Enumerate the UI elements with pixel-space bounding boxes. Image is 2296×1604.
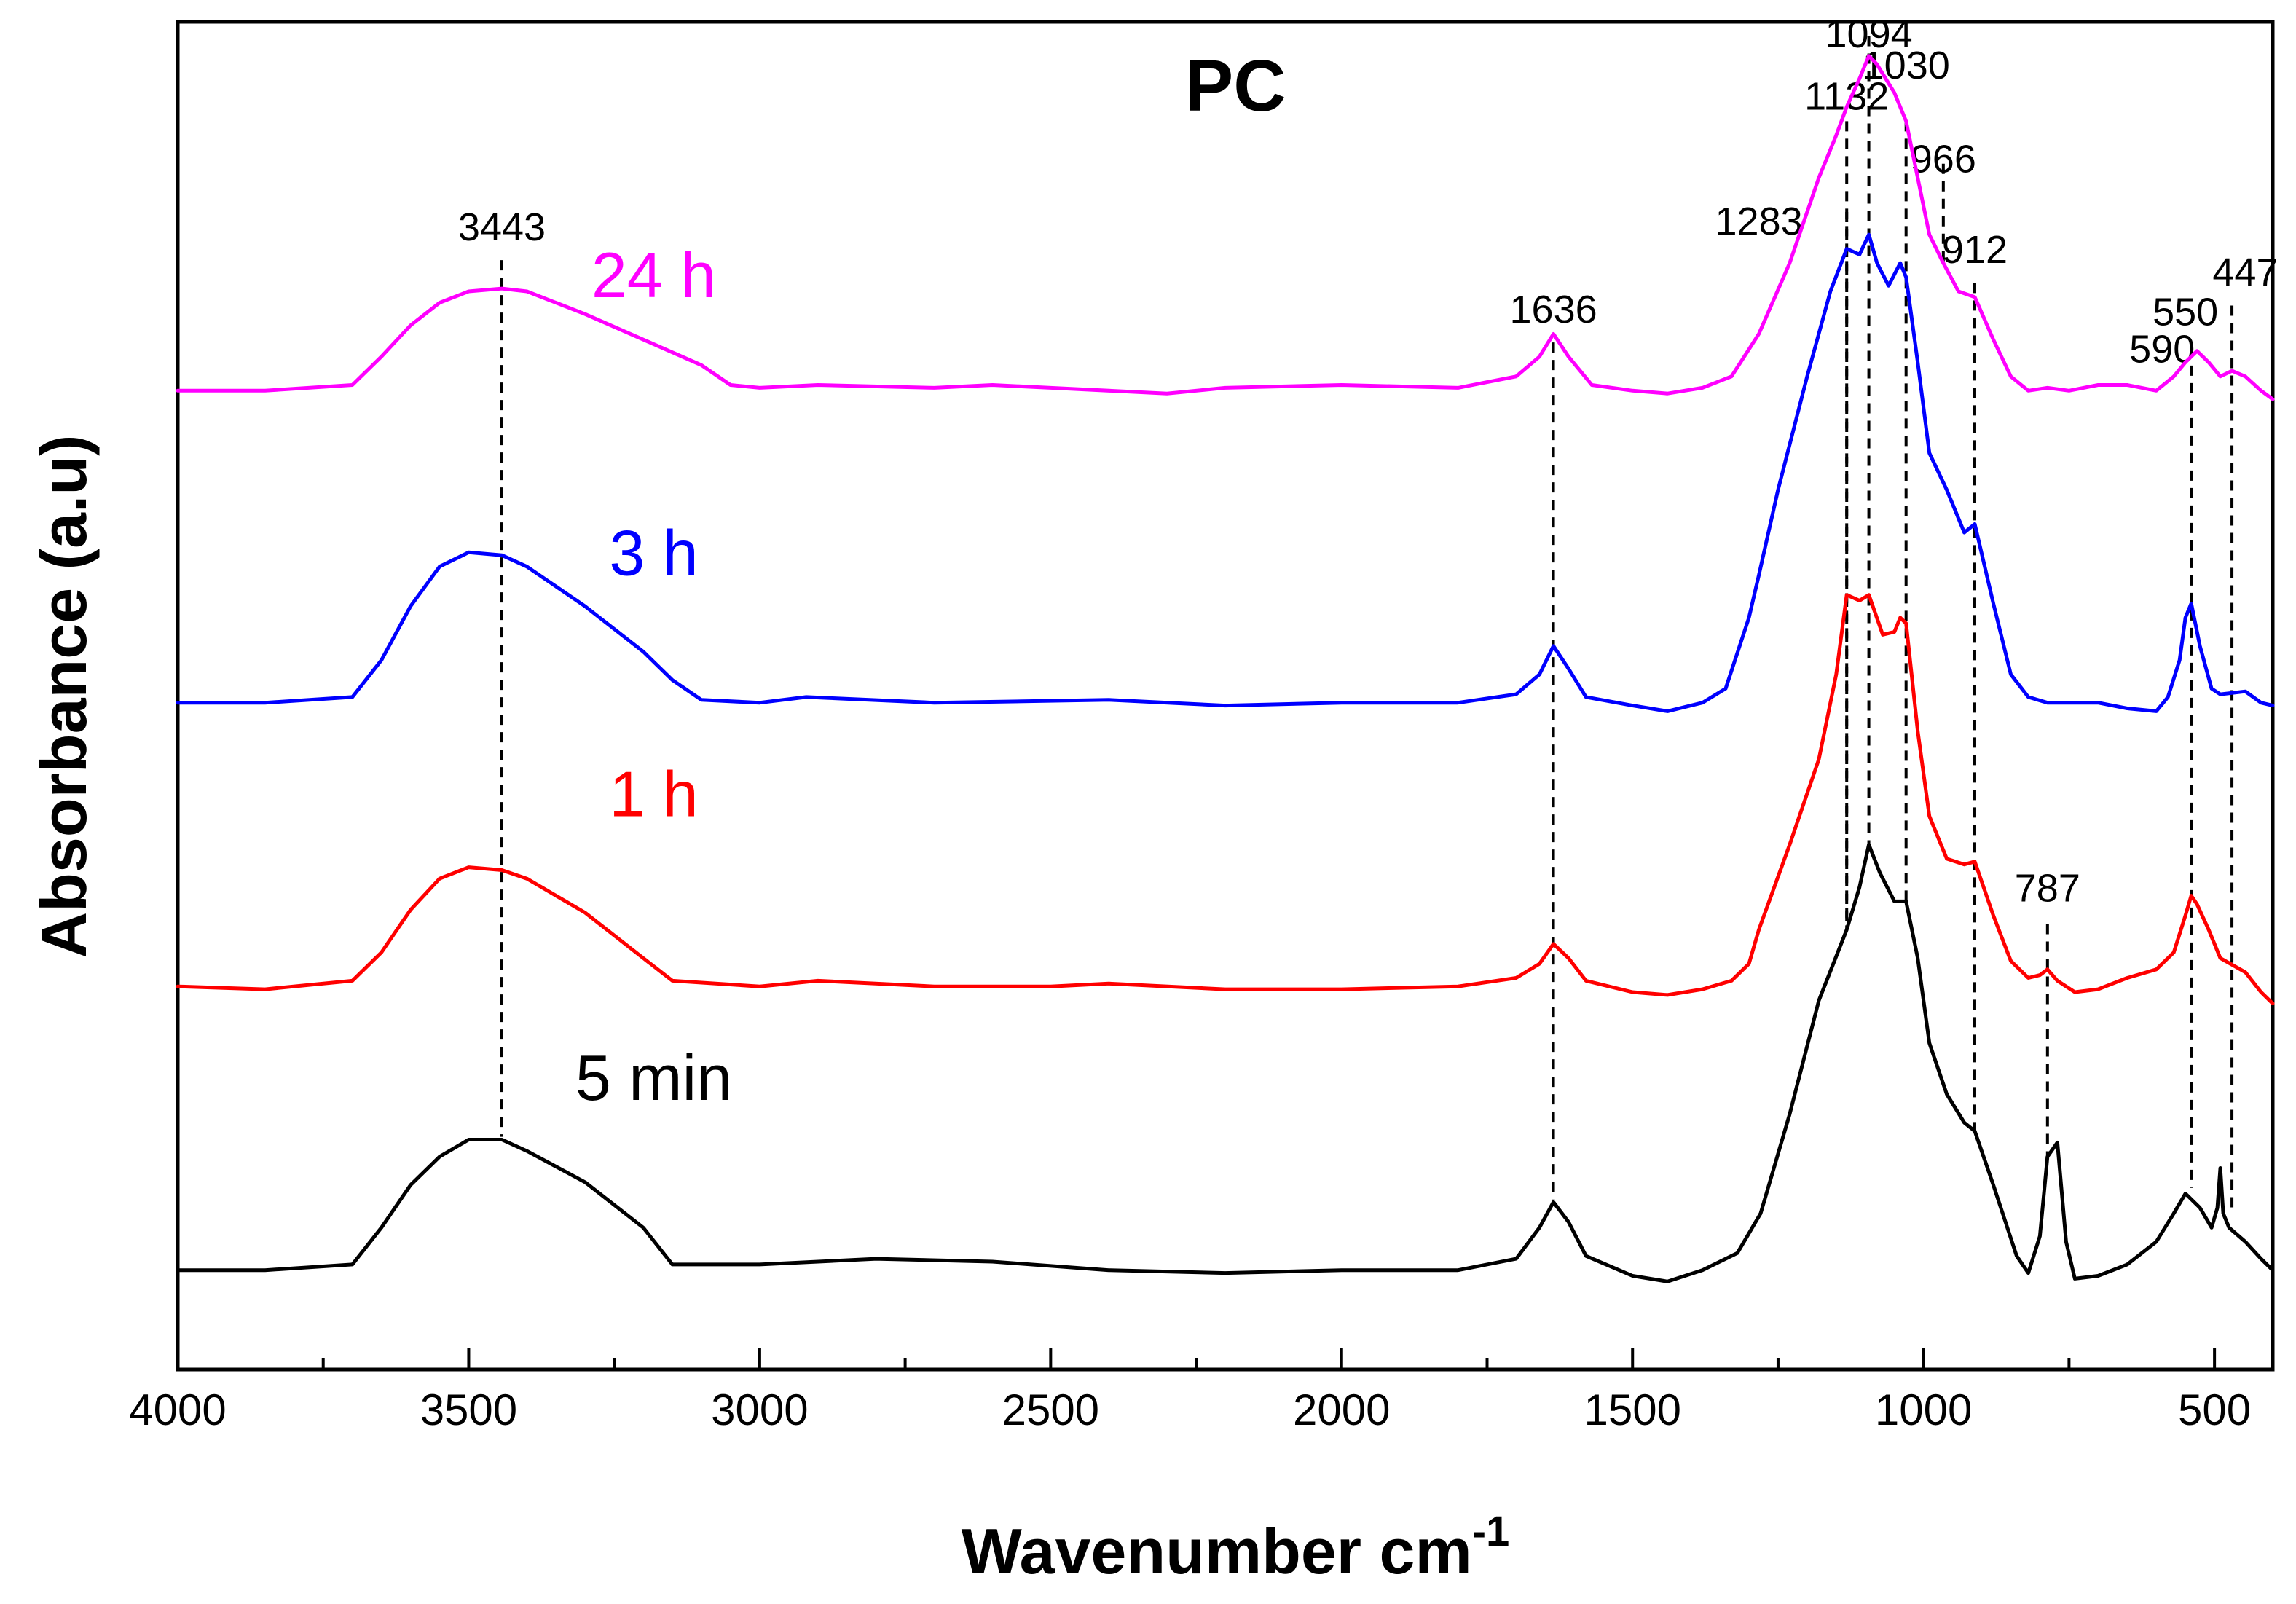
series-lines: [176, 54, 2275, 1283]
x-tick-label-1500: 1500: [1584, 1385, 1680, 1434]
peak-label-912: 912: [1942, 228, 2008, 272]
plot-area-frame: [176, 20, 2275, 1372]
x-ticks: [176, 1348, 2217, 1369]
x-axis-title-main: Wavenumber cm: [962, 1515, 1472, 1587]
peak-label-550: 550: [2152, 291, 2218, 334]
x-tick-labels: 4000 3500 3000 2500 2000 1500 1000 500: [129, 1385, 2251, 1434]
peak-label-1030: 1030: [1863, 44, 1950, 87]
chart-title: PC: [1185, 45, 1286, 127]
peak-label-966: 966: [1911, 137, 1976, 181]
x-tick-label-500: 500: [2178, 1385, 2251, 1434]
series-label-24-h: 24 h: [591, 239, 716, 311]
x-tick-label-4000: 4000: [129, 1385, 226, 1434]
series-label-1-h: 1 h: [609, 758, 698, 830]
x-tick-label-2500: 2500: [1002, 1385, 1099, 1434]
y-axis-title: Absorbance (a.u): [28, 435, 100, 959]
x-tick-label-2000: 2000: [1293, 1385, 1390, 1434]
series-line-1-h: [176, 593, 2275, 1006]
peak-label-787: 787: [2015, 866, 2080, 910]
series-label-3-h: 3 h: [609, 516, 698, 589]
x-tick-label-1000: 1000: [1875, 1385, 1972, 1434]
series-line-24-h: [176, 54, 2275, 401]
peak-markers: 3443163612831132109410309669127875905504…: [458, 12, 2279, 1214]
x-axis-title-superscript: -1: [1472, 1508, 1510, 1555]
series-label-5-min: 5 min: [575, 1042, 732, 1114]
peak-label-1636: 1636: [1510, 288, 1597, 331]
peak-label-3443: 3443: [458, 205, 546, 249]
series-labels: 24 h 3 h 1 h 5 min: [575, 239, 732, 1114]
x-tick-label-3500: 3500: [420, 1385, 517, 1434]
series-line-3-h: [176, 232, 2275, 713]
peak-label-447: 447: [2212, 251, 2278, 294]
x-tick-label-3000: 3000: [711, 1385, 808, 1434]
x-axis-title: Wavenumber cm-1: [962, 1508, 1510, 1587]
series-line-5-min: [176, 843, 2275, 1283]
peak-label-1094: 1094: [1825, 12, 1913, 56]
peak-label-1283: 1283: [1715, 200, 1803, 243]
